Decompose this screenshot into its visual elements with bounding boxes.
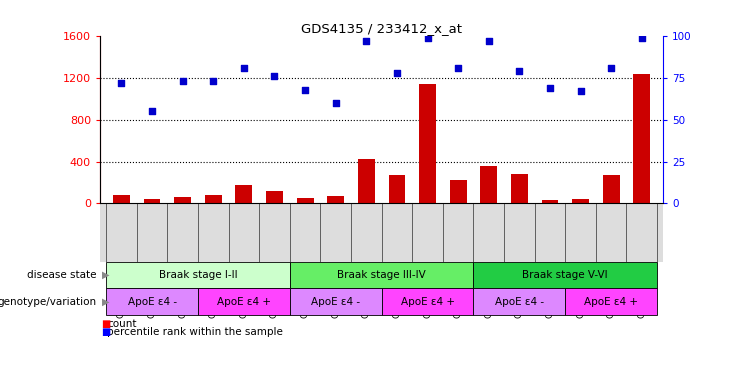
Text: percentile rank within the sample: percentile rank within the sample bbox=[107, 327, 283, 337]
Point bbox=[452, 65, 464, 71]
Text: ApoE ε4 -: ApoE ε4 - bbox=[495, 296, 544, 306]
Bar bbox=[113, 195, 130, 203]
Text: ApoE ε4 +: ApoE ε4 + bbox=[217, 296, 271, 306]
Text: ▶: ▶ bbox=[102, 270, 109, 280]
Bar bbox=[266, 191, 283, 203]
Text: ApoE ε4 -: ApoE ε4 - bbox=[311, 296, 360, 306]
Bar bbox=[236, 185, 252, 203]
Point bbox=[605, 65, 617, 71]
Bar bbox=[144, 199, 161, 203]
Bar bbox=[480, 166, 497, 203]
Point bbox=[514, 68, 525, 74]
Bar bbox=[205, 195, 222, 203]
Point bbox=[207, 78, 219, 84]
Point bbox=[146, 108, 158, 114]
Point bbox=[483, 38, 495, 45]
Bar bbox=[565, 288, 657, 315]
Bar bbox=[602, 175, 619, 203]
Text: genotype/variation: genotype/variation bbox=[0, 296, 96, 306]
Text: Braak stage III-IV: Braak stage III-IV bbox=[337, 270, 426, 280]
Text: ■: ■ bbox=[101, 319, 110, 329]
Text: ▶: ▶ bbox=[102, 296, 109, 306]
Text: ApoE ε4 +: ApoE ε4 + bbox=[584, 296, 638, 306]
Point bbox=[177, 78, 189, 84]
Point bbox=[330, 100, 342, 106]
Bar bbox=[296, 198, 313, 203]
Text: Braak stage V-VI: Braak stage V-VI bbox=[522, 270, 608, 280]
Text: disease state: disease state bbox=[27, 270, 96, 280]
Point bbox=[116, 80, 127, 86]
Bar bbox=[174, 197, 191, 203]
Text: ApoE ε4 +: ApoE ε4 + bbox=[401, 296, 454, 306]
Point bbox=[268, 73, 280, 79]
Bar bbox=[473, 288, 565, 315]
Bar bbox=[358, 159, 375, 203]
Bar bbox=[106, 262, 290, 288]
Bar bbox=[198, 288, 290, 315]
Text: ApoE ε4 -: ApoE ε4 - bbox=[127, 296, 176, 306]
Point bbox=[391, 70, 403, 76]
Bar bbox=[382, 288, 473, 315]
Bar bbox=[419, 84, 436, 203]
Text: ■: ■ bbox=[101, 327, 110, 337]
Bar bbox=[290, 288, 382, 315]
Bar bbox=[388, 175, 405, 203]
Point bbox=[574, 88, 586, 94]
Bar bbox=[450, 180, 467, 203]
Bar bbox=[106, 288, 198, 315]
Point bbox=[636, 35, 648, 41]
Text: count: count bbox=[107, 319, 137, 329]
Bar bbox=[634, 74, 650, 203]
Title: GDS4135 / 233412_x_at: GDS4135 / 233412_x_at bbox=[301, 22, 462, 35]
Point bbox=[299, 87, 311, 93]
Bar bbox=[290, 262, 473, 288]
Point bbox=[360, 38, 372, 45]
Bar bbox=[572, 199, 589, 203]
Bar bbox=[511, 174, 528, 203]
Text: Braak stage I-II: Braak stage I-II bbox=[159, 270, 237, 280]
Point bbox=[544, 85, 556, 91]
Bar bbox=[542, 200, 559, 203]
Bar bbox=[328, 196, 344, 203]
Point bbox=[238, 65, 250, 71]
Bar bbox=[473, 262, 657, 288]
Point bbox=[422, 35, 433, 41]
